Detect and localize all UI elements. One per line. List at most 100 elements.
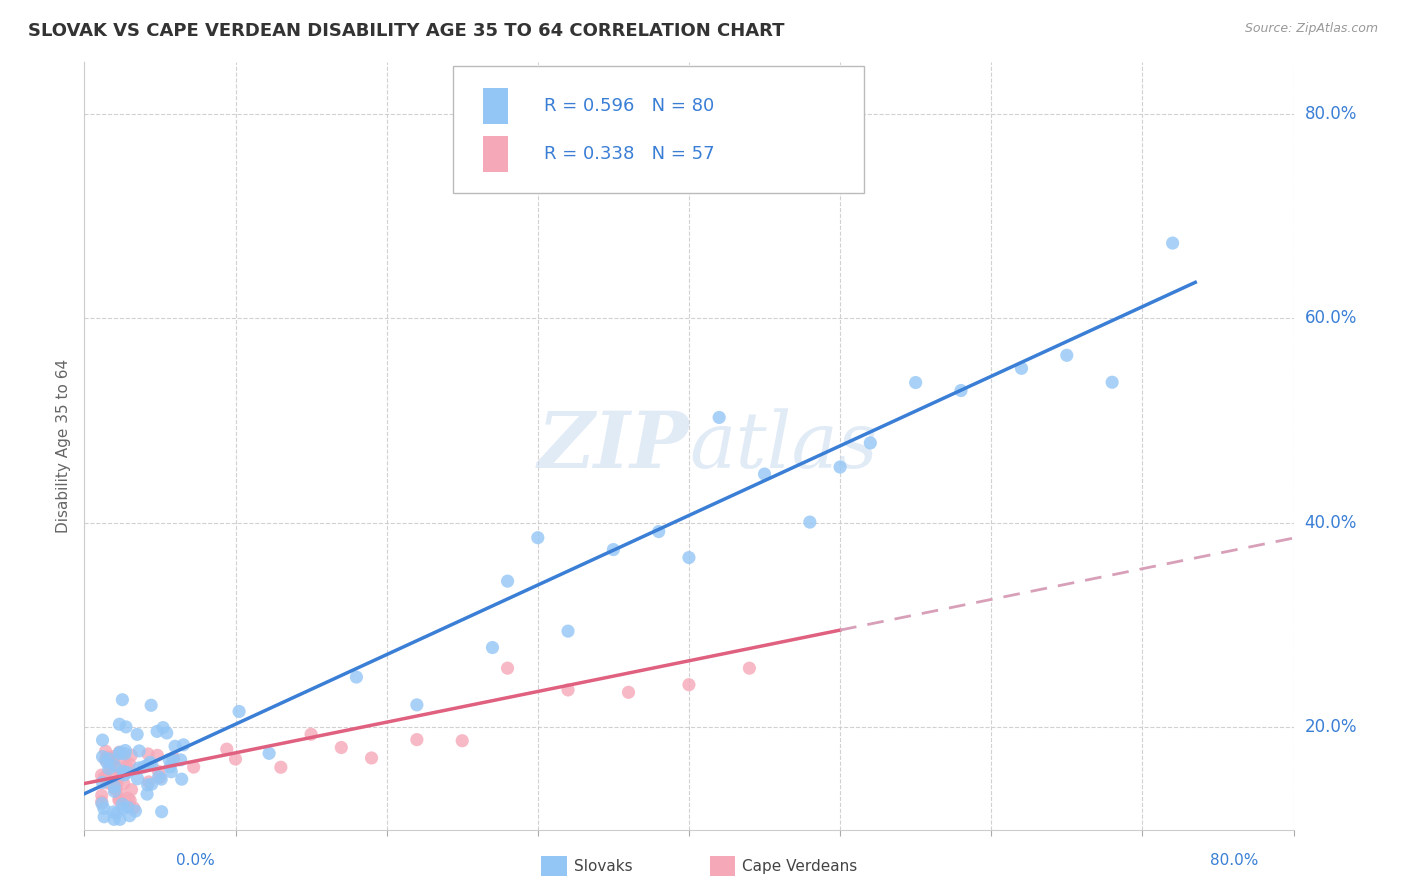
Point	[136, 758, 159, 772]
Point	[602, 542, 624, 557]
Point	[120, 793, 142, 807]
Text: 40.0%: 40.0%	[1305, 514, 1357, 532]
Point	[754, 467, 776, 481]
Text: 60.0%: 60.0%	[1305, 310, 1357, 327]
Point	[527, 531, 550, 545]
Point	[299, 727, 322, 741]
Point	[93, 810, 115, 824]
Point	[128, 744, 150, 758]
Point	[105, 772, 128, 787]
Text: 80.0%: 80.0%	[1305, 104, 1357, 122]
Point	[115, 759, 138, 773]
Point	[112, 764, 135, 779]
Point	[360, 751, 382, 765]
Point	[738, 661, 761, 675]
Point	[111, 797, 134, 812]
Point	[141, 757, 163, 772]
Point	[97, 752, 120, 766]
Point	[124, 804, 146, 818]
Point	[108, 745, 131, 759]
Point	[117, 800, 139, 814]
Point	[1011, 361, 1033, 376]
Point	[136, 747, 159, 761]
Point	[112, 776, 135, 790]
Point	[169, 753, 191, 767]
Point	[117, 765, 139, 780]
Point	[97, 776, 120, 790]
Point	[138, 775, 160, 789]
Point	[91, 797, 114, 811]
Text: SLOVAK VS CAPE VERDEAN DISABILITY AGE 35 TO 64 CORRELATION CHART: SLOVAK VS CAPE VERDEAN DISABILITY AGE 35…	[28, 22, 785, 40]
Point	[114, 766, 136, 780]
Point	[104, 782, 127, 797]
Point	[111, 692, 134, 706]
Y-axis label: Disability Age 35 to 64: Disability Age 35 to 64	[56, 359, 72, 533]
Point	[617, 685, 640, 699]
Point	[108, 793, 131, 807]
Point	[103, 780, 125, 794]
Point	[90, 795, 112, 809]
Point	[678, 678, 700, 692]
Point	[148, 770, 170, 784]
Point	[215, 742, 238, 756]
Point	[950, 384, 973, 398]
Point	[115, 720, 138, 734]
Point	[105, 781, 128, 796]
Point	[1161, 235, 1184, 250]
Point	[93, 801, 115, 815]
Point	[90, 789, 112, 803]
Text: 0.0%: 0.0%	[176, 854, 215, 868]
Point	[103, 805, 125, 819]
Point	[105, 806, 128, 821]
Point	[148, 764, 170, 779]
Point	[114, 747, 136, 761]
Point	[98, 758, 121, 772]
Point	[160, 764, 183, 779]
Point	[105, 780, 128, 795]
Point	[173, 738, 195, 752]
Point	[162, 750, 184, 764]
Point	[108, 791, 131, 805]
Point	[127, 772, 149, 786]
FancyBboxPatch shape	[484, 88, 508, 124]
Point	[103, 749, 125, 764]
Point	[110, 767, 132, 781]
Point	[103, 784, 125, 798]
Point	[103, 813, 125, 827]
Point	[557, 682, 579, 697]
Point	[150, 805, 173, 819]
Point	[108, 788, 131, 802]
Point	[127, 727, 149, 741]
Point	[678, 550, 700, 565]
Point	[496, 661, 519, 675]
Point	[170, 772, 193, 787]
Text: Cape Verdeans: Cape Verdeans	[742, 859, 858, 873]
Text: 80.0%: 80.0%	[1211, 854, 1258, 868]
Point	[108, 813, 131, 827]
Point	[162, 753, 184, 767]
Point	[120, 748, 142, 763]
Point	[108, 747, 131, 761]
Point	[118, 808, 141, 822]
Point	[1056, 348, 1078, 362]
Point	[799, 515, 821, 529]
Point	[96, 750, 118, 764]
Point	[128, 761, 150, 775]
Point	[709, 410, 731, 425]
Point	[146, 748, 169, 763]
Point	[225, 752, 247, 766]
Point	[159, 760, 181, 774]
Point	[406, 698, 429, 712]
Point	[100, 762, 122, 776]
Point	[257, 747, 280, 761]
Point	[406, 732, 429, 747]
Point	[103, 756, 125, 771]
Point	[117, 791, 139, 805]
Text: 20.0%: 20.0%	[1305, 718, 1357, 736]
Point	[330, 740, 353, 755]
Point	[91, 775, 114, 789]
Point	[228, 705, 250, 719]
Point	[121, 782, 143, 797]
Point	[108, 745, 131, 759]
Point	[270, 760, 292, 774]
